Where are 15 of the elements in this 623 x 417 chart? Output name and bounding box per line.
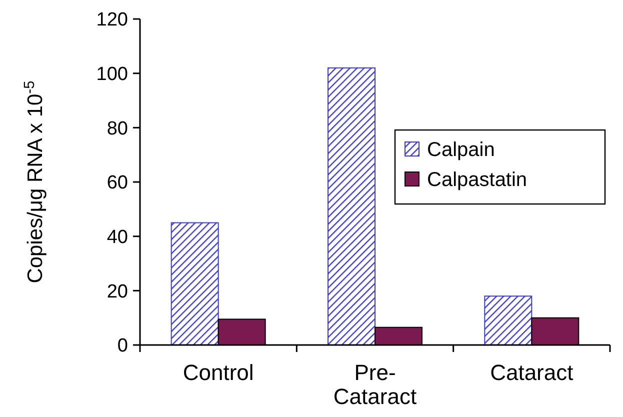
y-tick-label: 120 (96, 10, 128, 31)
x-tick-label: Control (182, 360, 254, 385)
x-tick-label: Cataract (490, 360, 574, 385)
y-tick-label: 20 (106, 281, 128, 302)
y-tick-label: 40 (106, 226, 128, 248)
y-tick-label: 100 (96, 64, 128, 85)
y-tick-label: 60 (106, 172, 128, 194)
bar (170, 222, 219, 346)
bar (328, 67, 376, 346)
legend-label: Calpain (427, 139, 495, 161)
y-tick-label: 80 (106, 118, 128, 140)
x-tick-label: Pre- Cataract (333, 360, 417, 409)
y-tick-label: 0 (117, 336, 128, 357)
legend-label: Calpastatin (427, 169, 528, 191)
bar (484, 296, 532, 346)
